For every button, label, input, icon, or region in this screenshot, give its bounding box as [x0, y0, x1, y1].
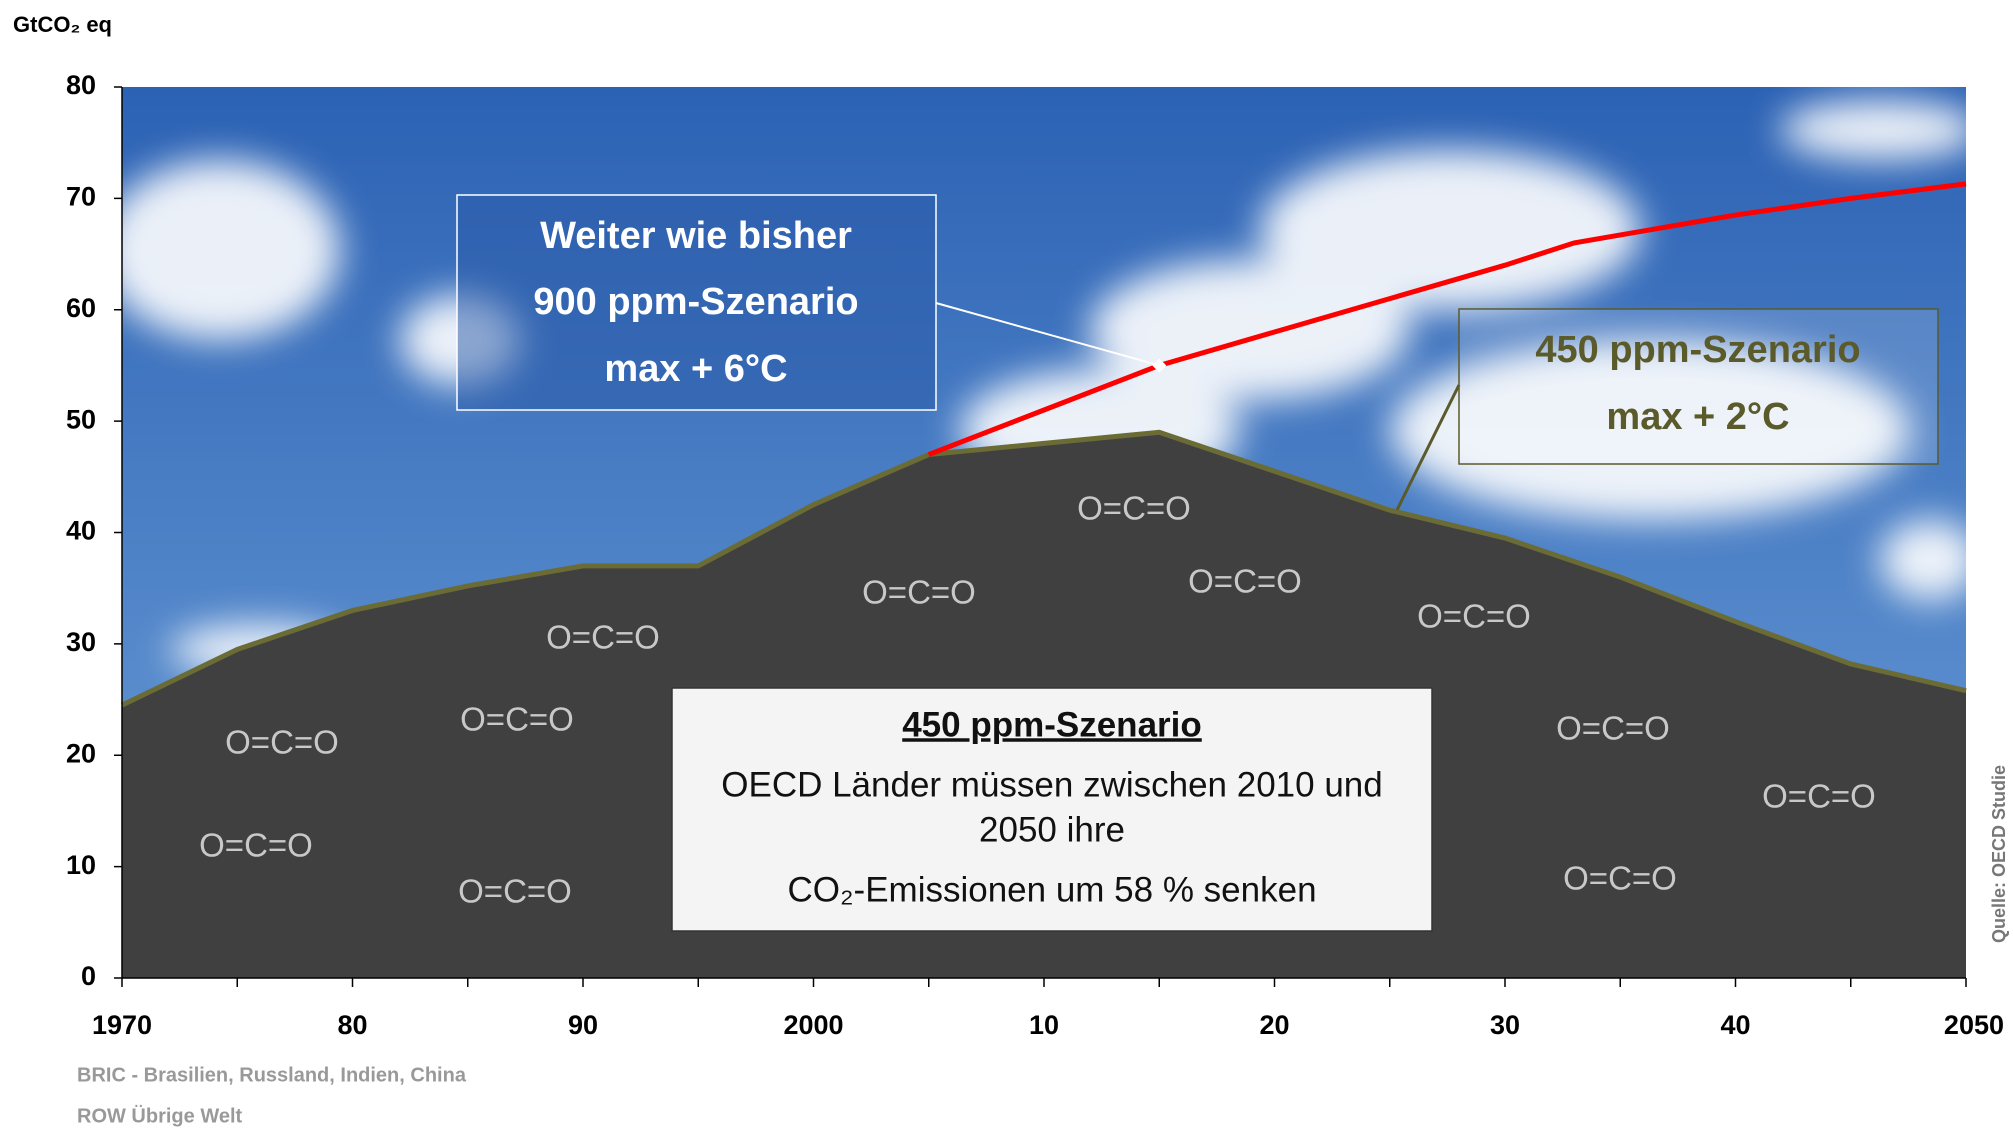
- footnote: ROW Übrige Welt: [77, 1104, 243, 1127]
- molecule-label: O=C=O: [862, 574, 976, 611]
- y-axis-label: GtCO₂ eq: [13, 12, 112, 37]
- info-text: OECD Länder müssen zwischen 2010 und: [721, 765, 1382, 804]
- info-text: CO₂-Emissionen um 58 % senken: [787, 870, 1316, 909]
- x-tick-label: 2050: [1944, 1010, 2004, 1040]
- source: Quelle: OECD Studie: [1989, 765, 2009, 943]
- y-tick-label: 70: [66, 182, 96, 212]
- y-tick-label: 10: [66, 850, 96, 880]
- y-tick-label: 20: [66, 738, 96, 768]
- molecule-label: O=C=O: [1563, 860, 1677, 897]
- molecule-label: O=C=O: [460, 701, 574, 738]
- molecule-label: O=C=O: [1556, 710, 1670, 747]
- molecule-label: O=C=O: [1188, 563, 1302, 600]
- molecule-label: O=C=O: [225, 724, 339, 761]
- footnote: BRIC - Brasilien, Russland, Indien, Chin…: [77, 1064, 467, 1086]
- info-title: 450 ppm-Szenario: [902, 705, 1202, 744]
- molecule-label: O=C=O: [458, 873, 572, 910]
- x-tick-label: 10: [1029, 1010, 1059, 1040]
- x-tick-label: 90: [568, 1010, 598, 1040]
- chart: GtCO₂ eq Quelle: OECD Studie BRIC - Bras…: [0, 0, 2013, 1129]
- x-tick-label: 40: [1720, 1010, 1750, 1040]
- annotation-text: 900 ppm-Szenario: [533, 281, 858, 323]
- y-tick-label: 0: [81, 961, 96, 991]
- molecule-label: O=C=O: [546, 619, 660, 656]
- y-tick-label: 30: [66, 627, 96, 657]
- x-tick-label: 2000: [783, 1010, 843, 1040]
- annotation-text: 450 ppm-Szenario: [1535, 329, 1860, 371]
- molecule-label: O=C=O: [1077, 490, 1191, 527]
- y-tick-label: 60: [66, 293, 96, 323]
- molecule-label: O=C=O: [199, 827, 313, 864]
- annotation-text: Weiter wie bisher: [540, 215, 852, 257]
- annotation-text: max + 6°C: [604, 348, 787, 390]
- molecule-label: O=C=O: [1762, 778, 1876, 815]
- info-text: 2050 ihre: [979, 810, 1125, 849]
- x-tick-label: 20: [1259, 1010, 1289, 1040]
- x-tick-label: 80: [337, 1010, 367, 1040]
- annotation-text: max + 2°C: [1606, 396, 1789, 438]
- x-tick-label: 1970: [92, 1010, 152, 1040]
- y-tick-label: 50: [66, 404, 96, 434]
- x-tick-label: 30: [1490, 1010, 1520, 1040]
- y-tick-label: 80: [66, 70, 96, 100]
- molecule-label: O=C=O: [1417, 598, 1531, 635]
- y-tick-label: 40: [66, 516, 96, 546]
